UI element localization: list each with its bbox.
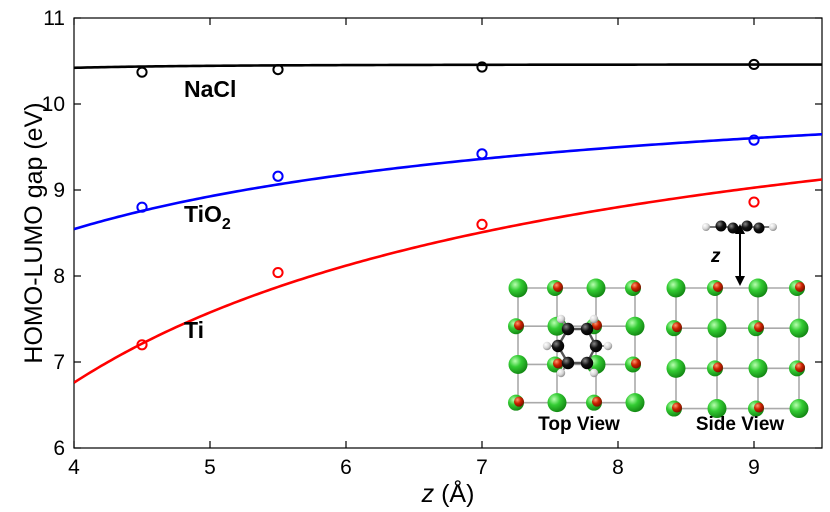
na-atom-icon bbox=[547, 393, 567, 413]
cl-atom-icon bbox=[514, 320, 524, 331]
na-atom-icon bbox=[508, 354, 528, 374]
na-atom-icon bbox=[748, 358, 768, 378]
plot-frame bbox=[73, 17, 823, 449]
x-axis-label: z (Å) bbox=[421, 478, 475, 508]
x-tick-label: 4 bbox=[68, 456, 80, 479]
na-atom-icon bbox=[625, 393, 645, 413]
cl-atom-icon bbox=[631, 282, 641, 292]
na-atom-icon bbox=[625, 316, 645, 336]
distance-label: z bbox=[710, 246, 721, 267]
carbon-atom-icon bbox=[580, 356, 594, 370]
carbon-atom-icon bbox=[589, 339, 603, 353]
hydrogen-atom-icon bbox=[702, 223, 710, 231]
hydrogen-atom-icon bbox=[603, 341, 613, 351]
y-tick-label: 7 bbox=[53, 351, 65, 374]
series-label-tio2: TiO2 bbox=[184, 201, 231, 233]
na-atom-icon bbox=[707, 318, 727, 338]
na-atom-icon bbox=[748, 278, 768, 298]
na-atom-icon bbox=[586, 278, 606, 298]
top-view-lattice bbox=[508, 278, 645, 413]
y-tick-label: 10 bbox=[42, 93, 65, 116]
fit-curves bbox=[74, 63, 822, 384]
cl-atom-icon bbox=[795, 362, 805, 373]
na-atom-icon bbox=[789, 399, 809, 419]
data-point-nacl bbox=[476, 61, 488, 73]
na-atom-icon bbox=[707, 399, 727, 419]
y-tick-label: 11 bbox=[43, 7, 65, 30]
x-tick-label: 9 bbox=[748, 456, 760, 479]
y-tick-label: 6 bbox=[53, 437, 65, 460]
data-point-tio2 bbox=[272, 170, 284, 182]
data-point-nacl bbox=[136, 66, 148, 78]
carbon-atom-icon bbox=[561, 322, 575, 336]
na-atom-icon bbox=[666, 358, 686, 378]
series-label-ti: Ti bbox=[184, 317, 204, 343]
y-axis: 6 7 8 9 10 11 bbox=[42, 7, 822, 460]
carbon-atom-icon bbox=[580, 322, 594, 336]
data-point-tio2 bbox=[748, 134, 760, 146]
x-tick-label: 7 bbox=[476, 456, 488, 479]
x-tick-label: 6 bbox=[340, 456, 352, 479]
fit-line-ti bbox=[74, 178, 822, 384]
hydrogen-atom-icon bbox=[556, 368, 566, 378]
cl-atom-icon bbox=[672, 322, 682, 333]
carbon-atom-icon bbox=[727, 222, 739, 234]
x-axis: 4 5 6 7 8 9 bbox=[68, 18, 760, 479]
data-point-ti bbox=[272, 266, 284, 279]
cl-atom-icon bbox=[713, 362, 723, 373]
cl-atom-icon bbox=[592, 396, 602, 407]
hydrogen-atom-icon bbox=[556, 314, 566, 324]
x-tick-label: 8 bbox=[612, 456, 624, 479]
y-axis-label: HOMO-LUMO gap (eV) bbox=[20, 102, 48, 363]
carbon-atom-icon bbox=[741, 220, 753, 232]
cl-atom-icon bbox=[795, 282, 805, 292]
distance-arrow bbox=[735, 224, 745, 286]
na-atom-icon bbox=[666, 278, 686, 298]
data-point-nacl bbox=[748, 58, 760, 71]
data-point-ti bbox=[476, 218, 488, 230]
carbon-atom-icon bbox=[715, 220, 727, 232]
cl-atom-icon bbox=[754, 402, 764, 413]
series-label-nacl: NaCl bbox=[184, 76, 236, 102]
side-view-lattice bbox=[666, 278, 809, 419]
cl-atom-icon bbox=[553, 282, 563, 292]
cl-atom-icon bbox=[553, 358, 563, 369]
data-point-tio2 bbox=[476, 148, 488, 160]
y-tick-label: 8 bbox=[53, 265, 65, 288]
y-tick-label: 9 bbox=[53, 179, 65, 202]
fit-line-tio2 bbox=[74, 132, 822, 231]
carbon-atom-icon bbox=[753, 222, 765, 234]
cl-atom-icon bbox=[514, 396, 524, 407]
data-point-nacl bbox=[272, 64, 284, 76]
hydrogen-atom-icon bbox=[589, 368, 599, 378]
cl-atom-icon bbox=[713, 282, 723, 292]
cl-atom-icon bbox=[631, 358, 641, 369]
data-point-tio2 bbox=[136, 201, 148, 213]
plot-area: 4 5 6 7 8 9 6 7 8 9 10 11 bbox=[42, 7, 823, 479]
data-point-ti bbox=[748, 196, 760, 208]
cl-atom-icon bbox=[754, 322, 764, 333]
carbon-atom-icon bbox=[561, 356, 575, 370]
hydrogen-atom-icon bbox=[542, 341, 552, 351]
fit-line-nacl bbox=[74, 63, 822, 70]
na-atom-icon bbox=[508, 278, 528, 298]
cl-atom-icon bbox=[672, 402, 682, 413]
carbon-atom-icon bbox=[551, 339, 565, 353]
side-view-label: Side View bbox=[696, 414, 785, 435]
data-markers bbox=[136, 58, 760, 351]
inset-structure: z Top View Side View bbox=[508, 220, 809, 435]
side-view-molecule bbox=[702, 220, 777, 234]
data-point-ti bbox=[136, 339, 148, 351]
na-atom-icon bbox=[789, 318, 809, 338]
x-tick-label: 5 bbox=[204, 456, 216, 479]
hydrogen-atom-icon bbox=[589, 314, 599, 324]
top-view-label: Top View bbox=[538, 414, 620, 435]
hydrogen-atom-icon bbox=[769, 223, 777, 231]
